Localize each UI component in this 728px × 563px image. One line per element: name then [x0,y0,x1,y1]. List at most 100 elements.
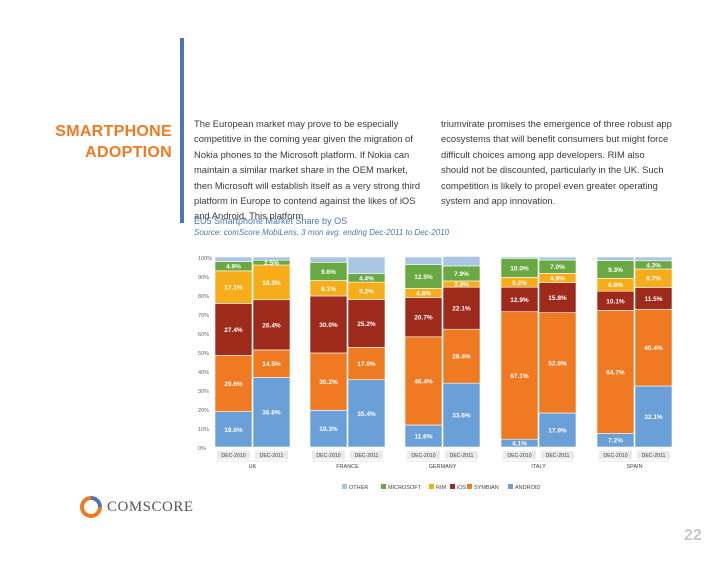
category-label-box [407,451,440,459]
data-label: 4.9% [226,264,241,271]
legend-label: RIM [436,485,447,491]
data-label: 67.1% [510,373,529,380]
data-label: 33.6% [452,413,471,420]
legend-label: SYMBIAN [474,485,499,491]
y-tick-label: 10% [198,427,209,433]
bar-segment [309,256,348,263]
data-label: 4.9% [550,275,565,282]
category-label: DEC-2010 [221,453,245,459]
data-label: 12.9% [510,297,529,304]
category-label: DEC-2010 [507,453,531,459]
data-label: 30.0% [319,322,338,329]
y-tick-label: 70% [198,313,209,319]
title-line-1: SMARTPHONE [55,123,172,140]
bar-segment [404,256,443,265]
data-label: 36.6% [262,410,281,417]
y-tick-label: 20% [198,408,209,414]
data-label: 12.5% [414,274,433,281]
data-label: 20.7% [414,315,433,322]
bar-segment [347,299,386,348]
y-tick-label: 100% [198,256,212,262]
data-label: 7.2% [608,438,623,445]
y-tick-label: 50% [198,351,209,357]
data-label: 17.1% [224,285,243,292]
y-tick-label: 0% [198,446,206,452]
accent-divider [180,38,184,223]
data-label: 10.0% [510,265,529,272]
bar-segment [347,379,386,448]
comscore-logo-icon [80,496,102,518]
category-label-box [217,451,250,459]
category-label: DEC-2010 [603,453,627,459]
data-label: 40.4% [644,345,663,352]
data-label: 11.6% [414,433,432,440]
body-text-column-1: The European market may prove to be espe… [194,118,421,222]
data-label: 46.4% [414,378,433,385]
data-label: 10.1% [606,298,625,305]
bar-segment [214,256,253,262]
bar-segment [442,286,481,330]
category-label-box [503,451,536,459]
y-tick-label: 60% [198,332,209,338]
data-label: 4.4% [359,275,374,282]
legend-swatch [508,484,513,489]
bar-segment [252,377,291,448]
y-tick-label: 40% [198,370,209,376]
data-label: 19.3% [319,426,338,433]
legend-label: OTHER [349,485,368,491]
chart-svg: 0% 10% 20% 30% 40% 50% 60% 70% 80% 90% 100% 18.6% 29… [198,256,673,470]
bar-segment [634,308,673,387]
data-label: 4.3% [646,262,661,269]
bar-segment [538,312,577,414]
data-label: 8.1% [321,286,336,293]
bar-segment [214,411,253,448]
data-label: 32.1% [644,414,663,421]
legend-swatch [467,484,472,489]
y-tick-label: 90% [198,275,209,281]
legend-swatch [342,484,347,489]
group-label: UK [249,464,257,470]
chart-title: EU5 Smartphone Market Share by OS [194,216,348,226]
bar-segment [442,382,481,448]
bar-segment [596,310,635,434]
page-title: SMARTPHONE ADOPTION [54,121,172,163]
bar-segment [309,295,348,354]
legend-label: MICROSOFT [388,485,422,491]
bar-segment [404,336,443,426]
body-text-column-2: triumvirate promises the emergence of th… [441,118,672,207]
bar-segment [309,410,348,448]
logo-text: COMSCORE [107,498,194,515]
comscore-logo: COMSCORE [80,496,194,518]
data-label: 6.8% [608,282,623,289]
data-label: 28.4% [452,354,471,361]
bar-segment [214,355,253,412]
data-label: 64.7% [606,369,625,376]
bar-segment [442,256,481,267]
bar-segment [500,256,539,259]
bar-segment [252,264,291,301]
data-label: 26.4% [262,322,281,329]
data-label: 5.2% [512,280,527,287]
page-number: 22 [684,527,702,544]
category-label-box [541,451,574,459]
bar-segment [500,286,539,313]
bar-segment [442,328,481,384]
data-label: 30.2% [319,379,338,386]
data-label: 7.0% [550,264,565,271]
group-label: GERMANY [429,464,457,470]
category-label: DEC-2011 [260,453,284,459]
bar-segment [347,256,386,275]
data-label: 17.0% [357,361,376,368]
legend-swatch [429,484,434,489]
data-label: 4.1% [512,441,527,448]
category-label-box [255,451,288,459]
bar-segment [252,299,291,351]
bar-segment [634,256,673,262]
legend-swatch [450,484,455,489]
data-label: 17.9% [548,427,567,434]
data-label: 18.3% [262,280,281,287]
category-label: DEC-2011 [546,453,570,459]
y-tick-label: 30% [198,389,209,395]
data-label: 11.5% [644,296,662,303]
group-label: FRANCE [336,464,359,470]
